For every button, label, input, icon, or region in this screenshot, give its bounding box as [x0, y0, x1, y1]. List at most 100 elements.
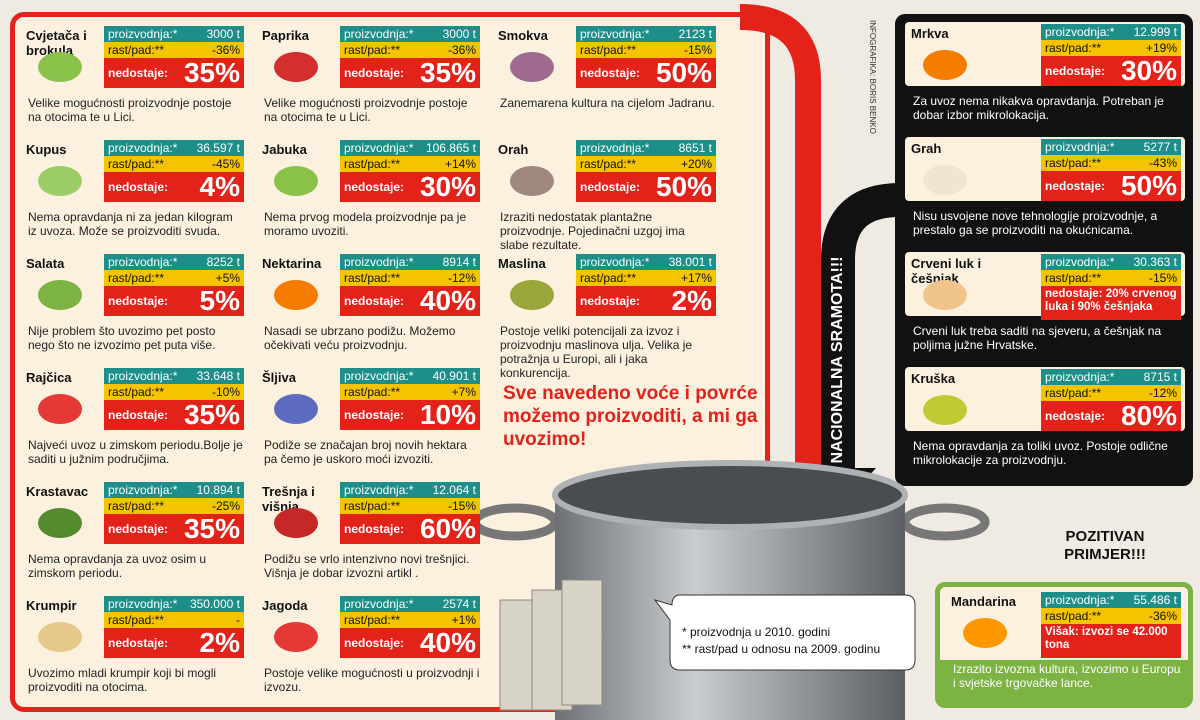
change-row: rast/pad:** +5%: [104, 270, 244, 286]
missing-row: nedostaje: 50%: [576, 172, 716, 202]
production-value: 106.865 t: [425, 141, 476, 155]
card: Šljiva proizvodnja:* 40.901 t rast/pad:** +7…: [256, 366, 484, 476]
production-label: proizvodnja:*: [1045, 370, 1115, 384]
change-value: -25%: [211, 499, 240, 513]
production-row: proizvodnja:* 2123 t: [576, 26, 716, 42]
stats-table: proizvodnja:* 10.894 t rast/pad:** -25% nedo…: [104, 482, 244, 544]
production-label: proizvodnja:*: [344, 483, 414, 497]
description: Nema opravdanja za uvoz osim u zimskom p…: [28, 552, 207, 580]
missing-row: nedostaje: 35%: [104, 58, 244, 88]
item-image: [274, 508, 318, 538]
missing-label: nedostaje:: [344, 636, 405, 650]
item-image: [38, 622, 82, 652]
production-value: 8715 t: [1143, 370, 1177, 384]
production-label: proizvodnja:*: [108, 27, 178, 41]
note: Višak: izvozi se 42.000 tona: [1041, 624, 1181, 658]
item-name: Krastavac: [26, 484, 89, 499]
change-row: rast/pad:** -10%: [104, 384, 244, 400]
stats-table: proizvodnja:* 38.001 t rast/pad:** +17% nedo…: [576, 254, 716, 316]
missing-value: 60%: [419, 513, 476, 544]
change-label: rast/pad:**: [1045, 386, 1102, 400]
missing-value: 35%: [183, 57, 240, 88]
description: Nema opravdanja za toliki uvoz. Postoje …: [913, 439, 1168, 467]
item-image: [923, 395, 967, 425]
card: Grah proizvodnja:* 5277 t rast/pad:** -43% ne…: [905, 137, 1185, 249]
missing-label: nedostaje:: [344, 522, 405, 536]
description: Zanemarena kultura na cijelom Jadranu.: [500, 96, 715, 110]
missing-row: nedostaje: 30%: [340, 172, 480, 202]
stats-table: proizvodnja:* 3000 t rast/pad:** -36% nedost…: [340, 26, 480, 88]
production-row: proizvodnja:* 36.597 t: [104, 140, 244, 156]
missing-value: 4%: [199, 171, 240, 202]
production-value: 10.894 t: [196, 483, 240, 497]
change-label: rast/pad:**: [344, 385, 401, 399]
change-label: rast/pad:**: [1045, 271, 1102, 285]
change-label: rast/pad:**: [344, 157, 401, 171]
change-value: -12%: [447, 271, 476, 285]
stats-table: proizvodnja:* 40.901 t rast/pad:** +7% nedos…: [340, 368, 480, 430]
stats-table: proizvodnja:* 8651 t rast/pad:** +20% nedost…: [576, 140, 716, 202]
item-name: Jabuka: [262, 142, 307, 157]
stats-table: proizvodnja:* 33.648 t rast/pad:** -10% nedo…: [104, 368, 244, 430]
change-label: rast/pad:**: [344, 43, 401, 57]
production-label: proizvodnja:*: [108, 255, 178, 269]
missing-row: nedostaje: 35%: [340, 58, 480, 88]
stats-table: proizvodnja:* 55.486 t rast/pad:** -36% Viša…: [1041, 592, 1181, 658]
stats-table: proizvodnja:* 8715 t rast/pad:** -12% nedost…: [1041, 369, 1181, 431]
item-name: Grah: [911, 141, 942, 156]
card: Crveni luk i češnjak proizvodnja:* 30.363 …: [905, 252, 1185, 364]
card: Mandarina proizvodnja:* 55.486 t rast/pad:*…: [945, 590, 1185, 702]
production-value: 350.000 t: [189, 597, 240, 611]
change-value: -: [236, 613, 240, 627]
missing-value: 50%: [1120, 170, 1177, 201]
production-value: 12.064 t: [432, 483, 476, 497]
change-row: rast/pad:** +17%: [576, 270, 716, 286]
missing-row: nedostaje: 50%: [576, 58, 716, 88]
change-label: rast/pad:**: [1045, 41, 1102, 55]
missing-value: 35%: [183, 399, 240, 430]
change-label: rast/pad:**: [580, 43, 637, 57]
production-label: proizvodnja:*: [580, 255, 650, 269]
card: Maslina proizvodnja:* 38.001 t rast/pad:** +…: [492, 252, 720, 380]
description: Najveći uvoz u zimskom periodu.Bolje je …: [28, 438, 243, 466]
footnote: ** rast/pad u odnosu na 2009. godinu: [682, 642, 881, 656]
item-image: [510, 52, 554, 82]
note: nedostaje: 20% crvenog luka i 90% češnja…: [1041, 286, 1181, 320]
missing-label: nedostaje:: [1045, 179, 1106, 193]
production-value: 2574 t: [442, 597, 476, 611]
card: Kupus proizvodnja:* 36.597 t rast/pad:** -45…: [20, 138, 248, 248]
change-value: -15%: [1148, 271, 1177, 285]
production-label: proizvodnja:*: [344, 255, 414, 269]
change-row: rast/pad:** +7%: [340, 384, 480, 400]
missing-label: nedostaje:: [1045, 64, 1106, 78]
change-label: rast/pad:**: [108, 43, 165, 57]
stats-table: proizvodnja:* 12.999 t rast/pad:** +19% nedo…: [1041, 24, 1181, 86]
item-name: Orah: [498, 142, 529, 157]
change-row: rast/pad:** -12%: [1041, 385, 1181, 401]
missing-label: nedostaje:: [108, 408, 169, 422]
positive-title: POZITIVAN PRIMJER!!!: [1064, 528, 1146, 563]
production-row: proizvodnja:* 2574 t: [340, 596, 480, 612]
missing-row: nedostaje: 60%: [340, 514, 480, 544]
item-name: Nektarina: [262, 256, 322, 271]
change-row: rast/pad:** -: [104, 612, 244, 628]
change-value: +7%: [451, 385, 476, 399]
card: Kruška proizvodnja:* 8715 t rast/pad:** -12%…: [905, 367, 1185, 479]
production-value: 38.001 t: [668, 255, 712, 269]
card: Paprika proizvodnja:* 3000 t rast/pad:** -36…: [256, 24, 484, 134]
card: Rajčica proizvodnja:* 33.648 t rast/pad:** -…: [20, 366, 248, 476]
change-row: rast/pad:** -36%: [104, 42, 244, 58]
pot-rim: [552, 460, 908, 530]
production-row: proizvodnja:* 12.999 t: [1041, 24, 1181, 40]
change-row: rast/pad:** -36%: [1041, 608, 1181, 624]
change-value: -45%: [211, 157, 240, 171]
change-label: rast/pad:**: [108, 157, 165, 171]
missing-row: nedostaje: 4%: [104, 172, 244, 202]
change-value: -12%: [1148, 386, 1177, 400]
missing-row: nedostaje: 40%: [340, 286, 480, 316]
missing-row: nedostaje: 40%: [340, 628, 480, 658]
description: Nije problem što uvozimo pet posto nego …: [28, 324, 216, 352]
missing-value: 50%: [655, 171, 712, 202]
missing-value: 50%: [655, 57, 712, 88]
change-row: rast/pad:** +19%: [1041, 40, 1181, 56]
